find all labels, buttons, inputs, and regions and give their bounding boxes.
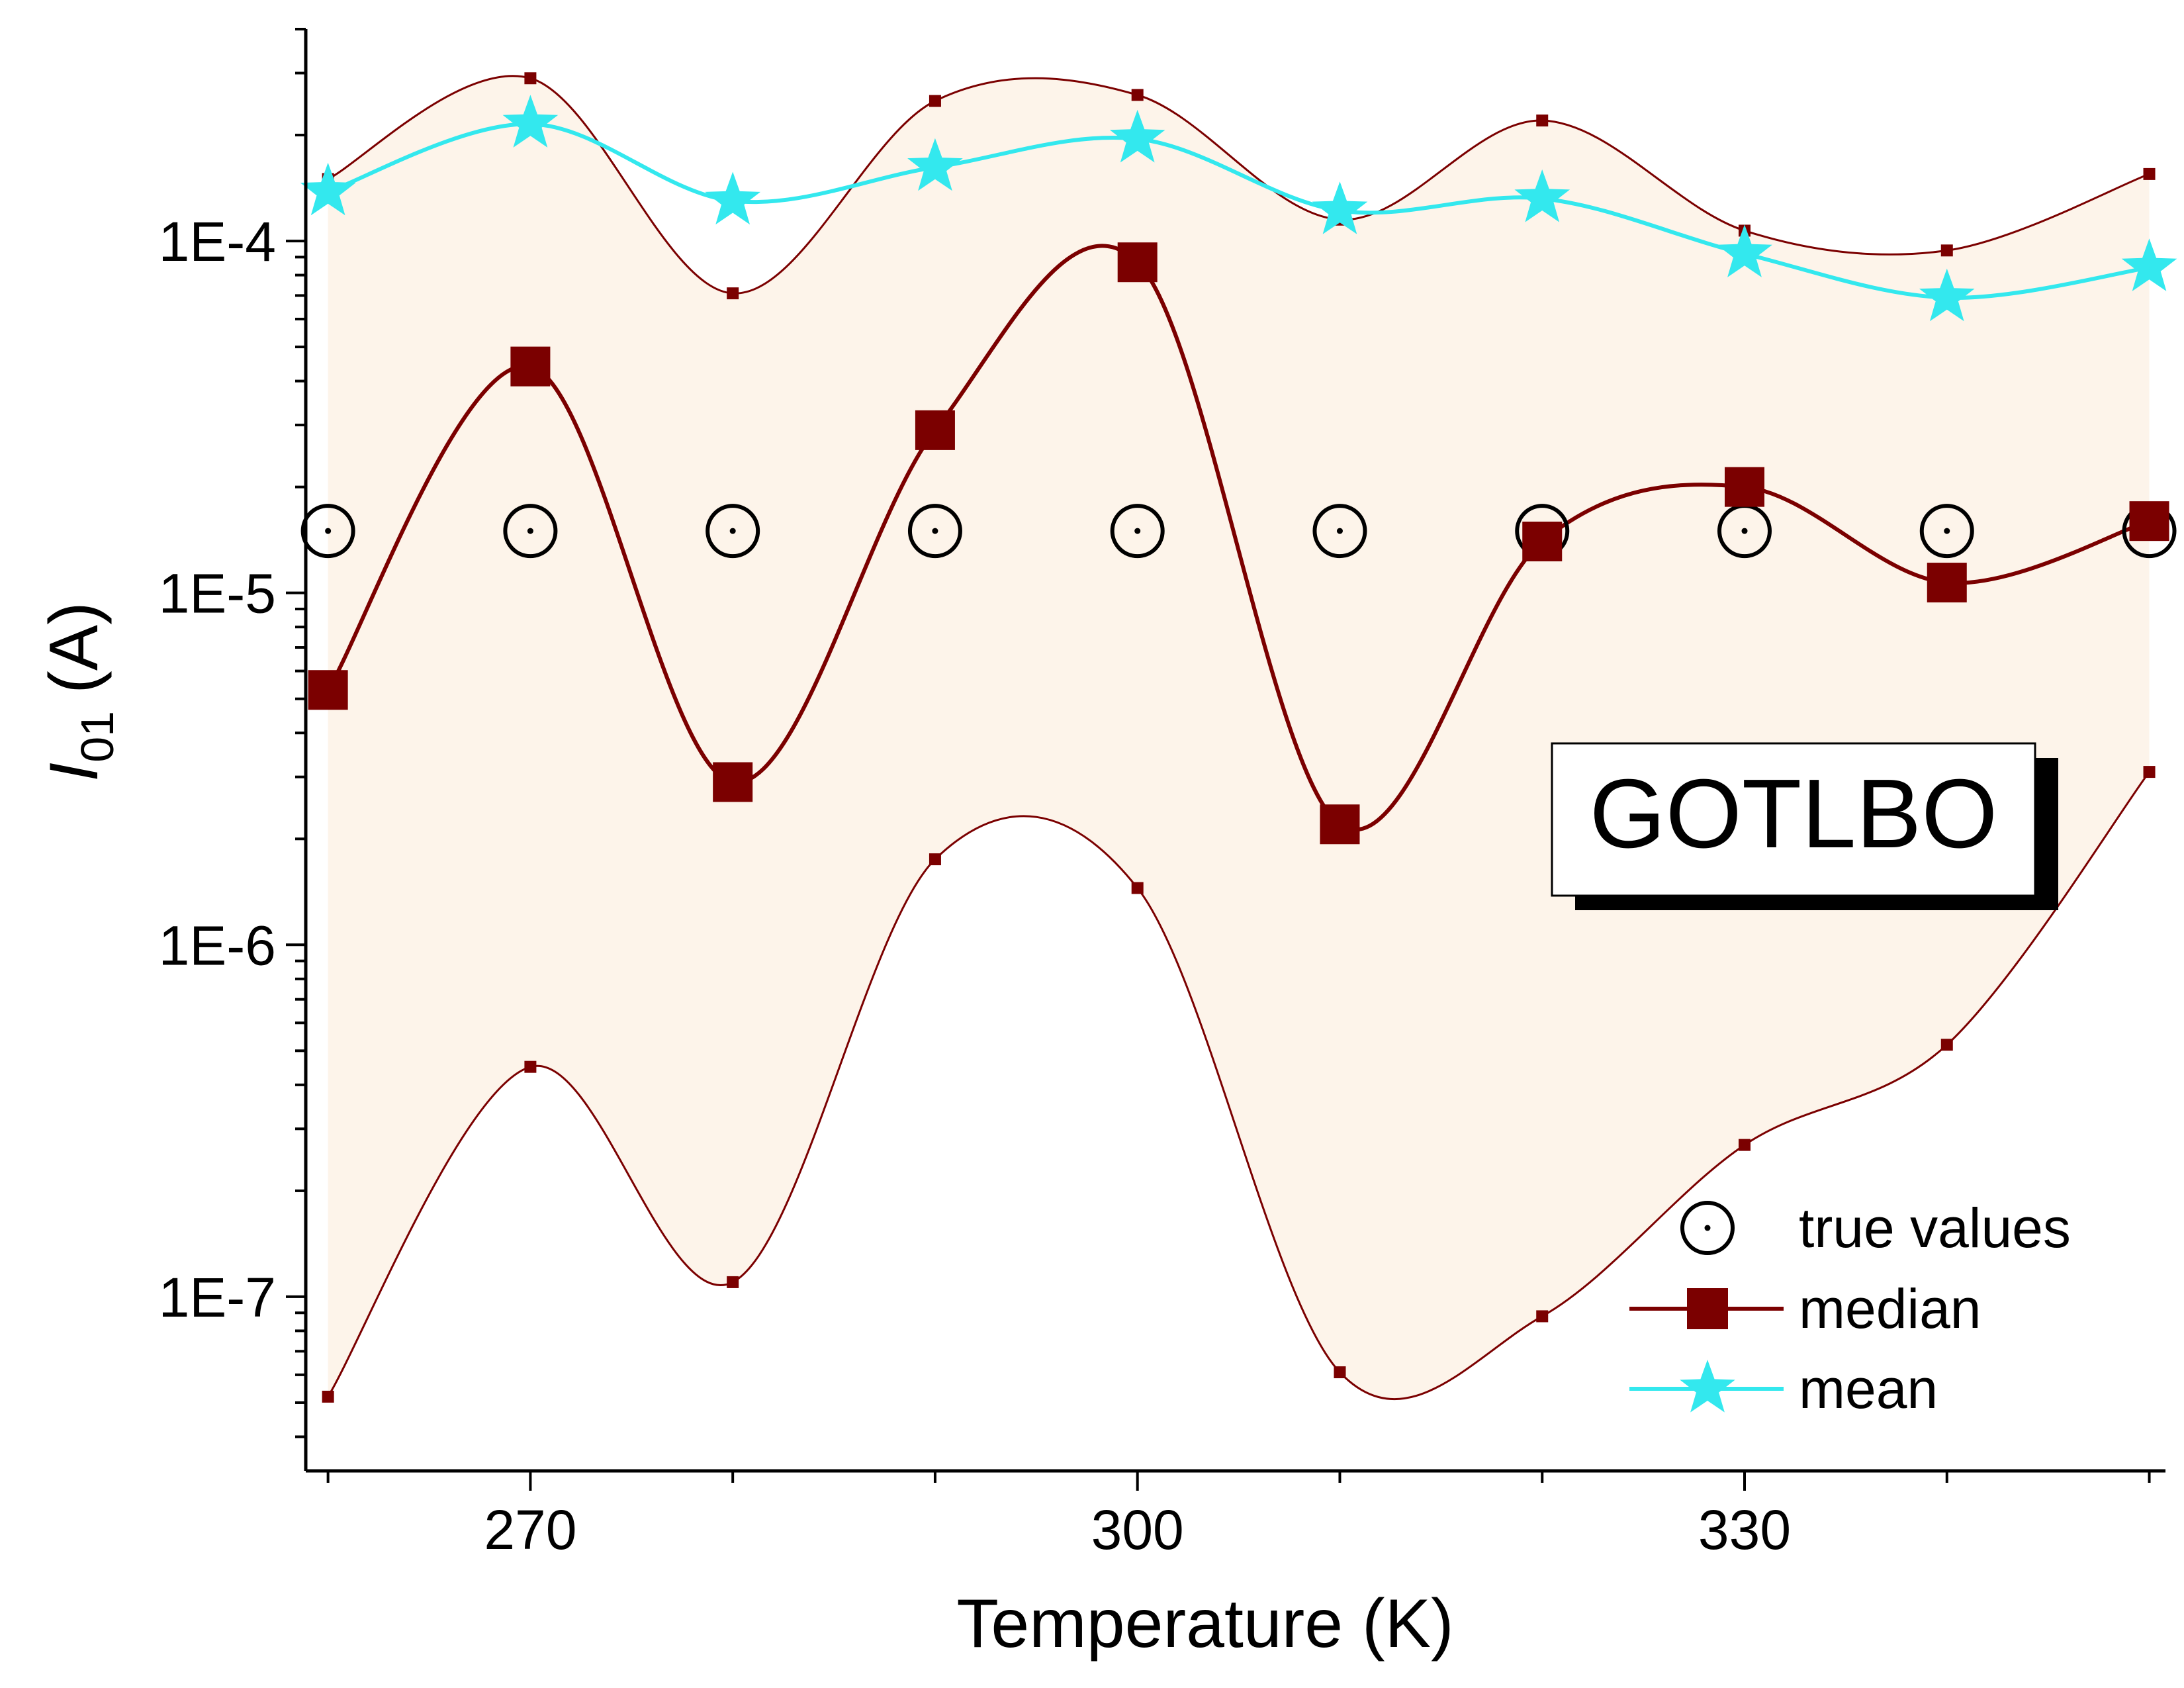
x-axis-title: Temperature (K) — [956, 1585, 1453, 1662]
mean-point — [1109, 109, 1165, 163]
y-axis-title: I01 (A) — [36, 602, 123, 781]
band-upper-point — [1536, 115, 1549, 127]
band-upper-point — [1131, 89, 1144, 101]
x-tick-label: 300 — [1091, 1499, 1184, 1561]
legend-star-marker — [1680, 1360, 1735, 1413]
mean-point — [705, 171, 760, 225]
plot-frame — [304, 29, 2165, 1473]
median-point — [915, 410, 955, 450]
legend-item-mean: mean — [1629, 1358, 1938, 1420]
band-upper-point — [727, 287, 739, 300]
true-value-dot — [527, 528, 533, 534]
median-point — [1117, 242, 1158, 283]
legend-square-marker — [1687, 1288, 1728, 1329]
mean-line — [327, 122, 2150, 300]
true-value-dot — [325, 528, 332, 534]
mean-point — [1312, 181, 1368, 234]
series-markers-layer — [300, 72, 2177, 1403]
y-tick-label: 1E-6 — [159, 914, 276, 976]
legend-item-true-values: true values — [1680, 1197, 2071, 1259]
band-lower-line — [327, 771, 2150, 1400]
true-value-dot — [1741, 528, 1748, 534]
band-lower-point — [2143, 766, 2156, 778]
band-lower-point — [929, 853, 941, 866]
y-tick-label: 1E-4 — [159, 211, 276, 273]
band-lower-point — [1536, 1310, 1549, 1323]
y-axis-symbol: I — [36, 763, 113, 782]
true-value-point — [1312, 504, 1367, 559]
legend-label-true-values: true values — [1799, 1197, 2071, 1259]
true-value-dot — [729, 528, 736, 534]
true-value-dot — [1336, 528, 1343, 534]
band-lower-point — [322, 1390, 334, 1403]
median-point — [1320, 804, 1360, 845]
true-value-dot — [1944, 528, 1950, 534]
true-value-dot — [1134, 528, 1141, 534]
true-value-point — [907, 504, 962, 559]
band-lower-point — [1334, 1366, 1346, 1379]
band-upper-point — [524, 72, 537, 85]
x-tick-label: 270 — [484, 1499, 576, 1561]
legend-circle-dot — [1704, 1225, 1711, 1231]
legend-label-median: median — [1799, 1278, 1981, 1340]
median-line — [326, 244, 2150, 832]
median-point — [713, 762, 753, 802]
band-upper-point — [929, 95, 941, 107]
median-point — [510, 346, 551, 387]
annotation-box — [1551, 742, 2036, 897]
mean-point — [300, 162, 356, 216]
true-value-point — [705, 504, 760, 559]
median-point — [1927, 563, 1967, 603]
band-lower-point — [1739, 1139, 1751, 1151]
true-value-dot — [932, 528, 938, 534]
range-band-layer — [328, 75, 2150, 1399]
band-upper-point — [2143, 167, 2156, 180]
axis-ticks: 270 300 330 1E-7 1E-6 1E-5 1E-4 — [159, 28, 2151, 1561]
range-band-fill — [328, 75, 2150, 1399]
legend-label-mean: mean — [1799, 1358, 1938, 1420]
band-upper-line — [327, 75, 2150, 295]
y-axis-subscript: 01 — [71, 711, 123, 763]
series-lines-layer — [326, 75, 2150, 1400]
y-tick-label: 1E-7 — [159, 1266, 276, 1329]
band-lower-point — [524, 1060, 537, 1073]
median-point — [1522, 522, 1563, 562]
band-lower-point — [727, 1276, 739, 1288]
mean-point — [2121, 238, 2177, 291]
mean-point — [907, 138, 963, 191]
legend: true values median mean — [1629, 1197, 2071, 1420]
mean-point — [1919, 268, 1975, 322]
y-tick-label: 1E-5 — [159, 563, 276, 625]
mean-point — [502, 95, 559, 148]
band-upper-point — [1940, 244, 1953, 257]
legend-circle-marker — [1680, 1201, 1735, 1255]
mean-point — [1514, 169, 1570, 222]
band-lower-point — [1940, 1039, 1953, 1051]
median-point — [2129, 501, 2169, 541]
annotation-label: GOTLBO — [1590, 759, 1998, 868]
method-annotation: GOTLBO — [1551, 742, 2058, 910]
true-value-point — [300, 504, 355, 559]
true-value-point — [1110, 504, 1165, 559]
y-axis-unit: (A) — [36, 602, 113, 694]
median-point — [1725, 467, 1765, 507]
legend-item-median: median — [1629, 1278, 1981, 1340]
true-value-point — [503, 504, 558, 559]
band-lower-point — [1131, 882, 1144, 894]
median-point — [308, 670, 348, 710]
true-value-point — [1919, 504, 1974, 559]
mean-point — [1717, 224, 1772, 277]
svg-text:I01(A): I01 (A) — [36, 602, 123, 781]
x-tick-label: 330 — [1698, 1499, 1791, 1561]
